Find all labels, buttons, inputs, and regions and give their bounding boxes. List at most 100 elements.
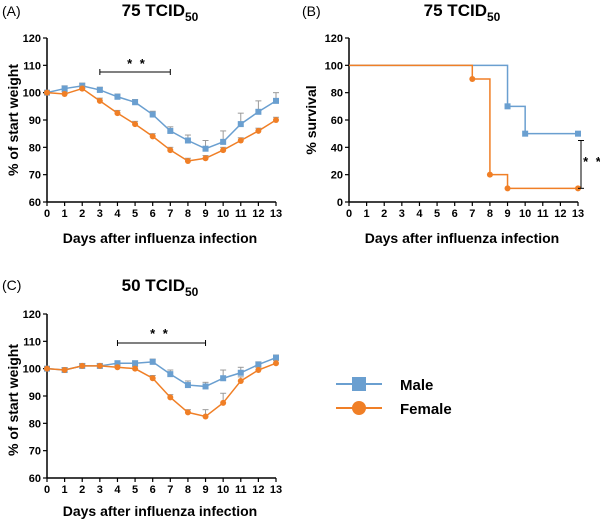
- panel-a-female-point: [273, 117, 279, 123]
- panel-a-x-tick-label: 5: [132, 208, 138, 220]
- panel-b-y-tick-label: 80: [331, 88, 343, 100]
- panel-a-x-tick-label: 3: [97, 208, 103, 220]
- panel-a-y-tick-label: 90: [29, 115, 41, 127]
- panel-c-title: 50 TCID50: [122, 276, 199, 299]
- panel-c-male-point: [132, 360, 139, 367]
- panel-c-y-tick-label: 100: [23, 364, 41, 376]
- panel-b-female-point: [486, 171, 493, 178]
- panel-b-x-tick-label: 1: [364, 208, 370, 220]
- panel-c: (C) 50 TCID50 % of start weight Days aft…: [2, 276, 282, 519]
- panel-a-male-point: [149, 111, 156, 118]
- panel-a-male-point: [61, 85, 68, 92]
- panel-b-x-tick-label: 0: [346, 208, 352, 220]
- panel-a-female-point: [132, 121, 139, 128]
- panel-b-y-tick-label: 60: [331, 115, 343, 127]
- panel-a-x-tick-label: 6: [150, 208, 156, 220]
- panel-a-female-point: [61, 91, 68, 98]
- panel-c-female-point: [255, 367, 262, 374]
- panel-a-label: (A): [2, 3, 21, 19]
- panel-a-male-point: [96, 86, 103, 93]
- panel-c-male-point: [220, 375, 227, 382]
- panel-c-x-tick-label: 11: [235, 484, 247, 496]
- panel-c-female-point: [220, 399, 227, 406]
- panel-c-female-point: [44, 365, 50, 372]
- panel-c-male-point: [114, 360, 121, 367]
- panel-c-female-point: [79, 362, 86, 369]
- panel-a-ylabel: % of start weight: [5, 64, 21, 176]
- panel-a-male-point: [237, 121, 244, 128]
- panel-a-significance-label: * *: [127, 56, 147, 71]
- panel-b: (B) 75 TCID50 % survival Days after infl…: [302, 1, 600, 246]
- panel-b-ylabel: % survival: [303, 85, 319, 154]
- panel-a-female-point: [79, 85, 86, 92]
- panel-a-y-tick-label: 120: [23, 33, 41, 45]
- panel-c-y-tick-label: 80: [29, 418, 41, 430]
- panel-a-x-tick-label: 2: [79, 208, 85, 220]
- panel-b-x-tick-label: 9: [504, 208, 510, 220]
- panel-a-female-point: [220, 147, 227, 154]
- panel-c-x-tick-label: 13: [270, 484, 282, 496]
- panel-c-y-tick-label: 90: [29, 391, 41, 403]
- panel-c-female-point: [132, 365, 139, 372]
- panel-a-male-point: [220, 138, 227, 145]
- panel-b-male-point: [522, 130, 529, 137]
- panel-a-x-tick-label: 13: [270, 208, 282, 220]
- panel-b-x-tick-label: 5: [434, 208, 440, 220]
- panel-a-x-tick-label: 9: [202, 208, 208, 220]
- panel-a-xlabel: Days after influenza infection: [63, 230, 257, 246]
- panel-b-x-tick-label: 3: [399, 208, 405, 220]
- panel-c-x-tick-label: 8: [185, 484, 191, 496]
- legend-female-label: Female: [400, 401, 452, 418]
- panel-a-x-tick-label: 12: [252, 208, 264, 220]
- panel-c-female-point: [61, 367, 68, 374]
- panel-c-female-point: [114, 364, 121, 371]
- panel-b-x-tick-label: 11: [537, 208, 549, 220]
- panel-c-female-point: [237, 377, 244, 384]
- panel-c-y-tick-label: 60: [29, 473, 41, 485]
- panel-c-x-tick-label: 5: [132, 484, 138, 496]
- panel-b-significance-label: * *: [583, 154, 600, 169]
- panel-b-y-tick-label: 20: [331, 170, 343, 182]
- panel-b-y-tick-label: 40: [331, 142, 343, 154]
- panel-a-male-point: [202, 145, 209, 152]
- panel-a-female-point: [184, 158, 191, 164]
- panel-a-female-point: [167, 147, 174, 154]
- panel-b-title: 75 TCID50: [424, 1, 501, 24]
- panel-b-male-point: [504, 103, 511, 110]
- panel-c-x-tick-label: 1: [62, 484, 68, 496]
- panel-c-x-tick-label: 9: [202, 484, 208, 496]
- panel-a-x-tick-label: 8: [185, 208, 191, 220]
- panel-a-male-point: [184, 137, 191, 144]
- panel-c-x-tick-label: 7: [167, 484, 173, 496]
- legend-male-marker: [352, 377, 366, 391]
- panel-c-ylabel: % of start weight: [5, 344, 21, 456]
- panel-a-female-point: [202, 155, 209, 162]
- panel-c-label: (C): [2, 277, 21, 293]
- panel-b-y-tick-label: 120: [325, 33, 343, 45]
- panel-b-x-tick-label: 7: [469, 208, 475, 220]
- panel-a-y-tick-label: 70: [29, 170, 41, 182]
- panel-b-y-tick-label: 0: [337, 197, 343, 209]
- panel-a-y-tick-label: 80: [29, 142, 41, 154]
- legend: Male Female: [336, 377, 452, 418]
- panel-a-x-tick-label: 0: [44, 208, 50, 220]
- panel-b-x-tick-label: 6: [452, 208, 458, 220]
- panel-a-female-point: [149, 133, 156, 140]
- panel-c-male-point: [202, 383, 209, 390]
- panel-c-female-point: [149, 375, 156, 382]
- panel-b-x-tick-label: 13: [572, 208, 584, 220]
- panel-c-male-point: [255, 361, 262, 368]
- panel-c-female-point: [202, 413, 209, 420]
- panel-b-y-tick-label: 100: [325, 60, 343, 72]
- panel-b-male-point: [575, 130, 581, 137]
- panel-c-male-point: [273, 354, 279, 361]
- panel-c-female-point: [273, 360, 279, 367]
- panel-a-female-point: [96, 97, 103, 104]
- panel-a-female-point: [44, 89, 50, 96]
- panel-a-title: 75 TCID50: [122, 1, 199, 24]
- panel-a-male-point: [255, 108, 262, 115]
- panel-b-xlabel: Days after influenza infection: [365, 230, 559, 246]
- legend-male-label: Male: [400, 377, 433, 394]
- panel-c-x-tick-label: 0: [44, 484, 50, 496]
- panel-c-x-tick-label: 4: [114, 484, 121, 496]
